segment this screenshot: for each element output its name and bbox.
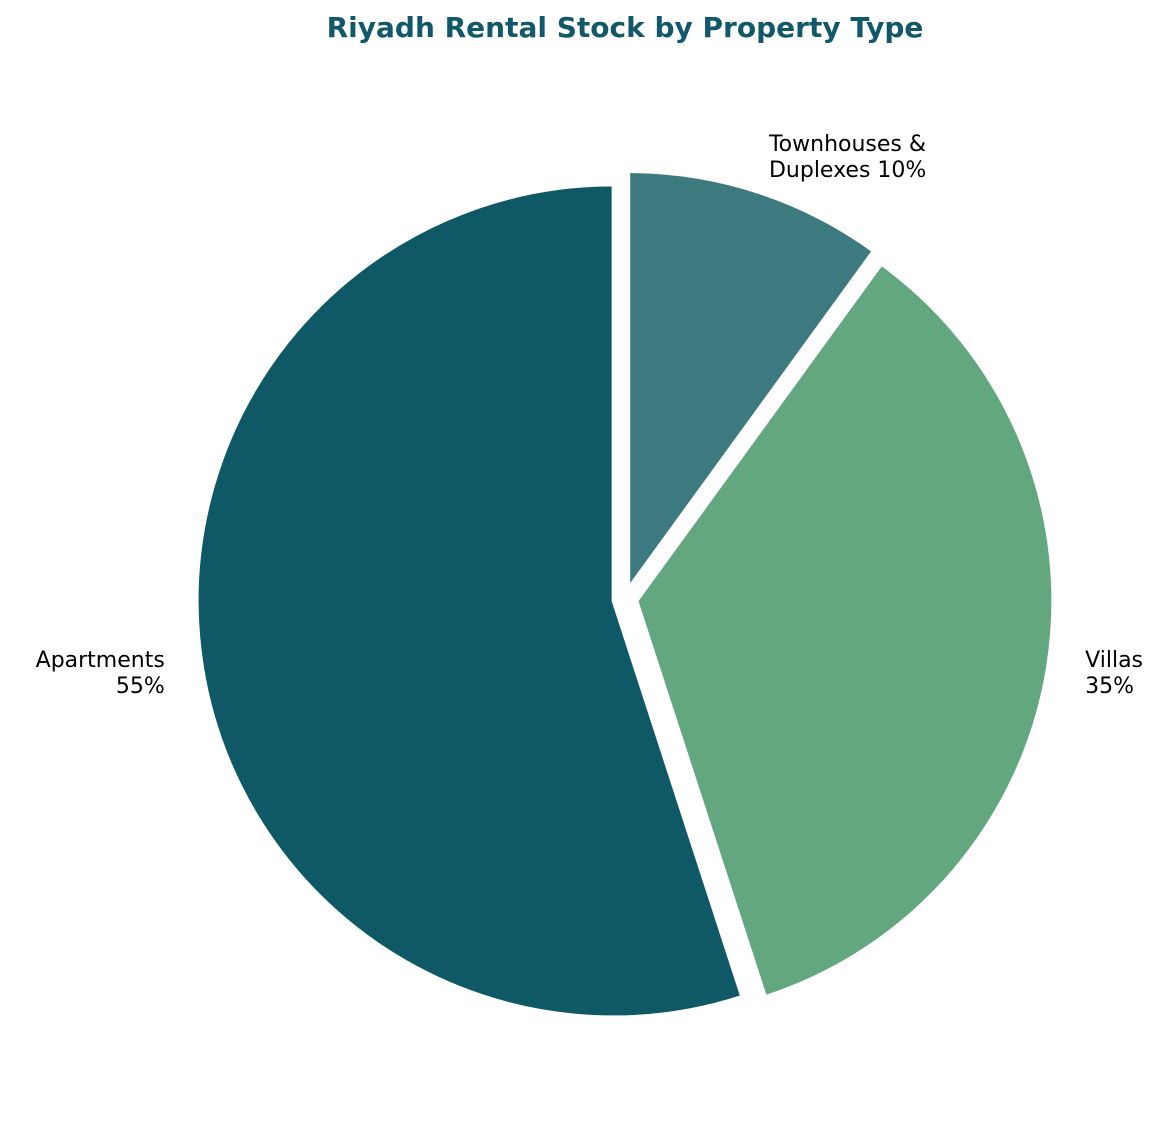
pie-slice-apartments	[195, 183, 744, 1019]
pie-slice-townhouses-duplexes	[627, 170, 876, 593]
pie-label-line: Townhouses &	[768, 132, 926, 157]
pie-label-townhouses-duplexes: Townhouses & Duplexes 10%	[768, 132, 926, 183]
pie-label-line: Duplexes 10%	[769, 158, 926, 183]
pie-label-line: 55%	[116, 674, 165, 699]
pie-label-line: 35%	[1085, 674, 1134, 699]
pie-label-apartments: Apartments 55%	[36, 648, 165, 699]
chart-title: Riyadh Rental Stock by Property Type	[327, 11, 924, 44]
pie-slice-villas	[635, 262, 1055, 999]
pie-labels: Townhouses & Duplexes 10% Villas 35% Apartme…	[36, 132, 1143, 699]
pie-slices	[195, 170, 1055, 1019]
pie-label-line: Villas	[1085, 648, 1143, 673]
pie-label-line: Apartments	[36, 648, 165, 673]
pie-label-villas: Villas 35%	[1085, 648, 1143, 699]
